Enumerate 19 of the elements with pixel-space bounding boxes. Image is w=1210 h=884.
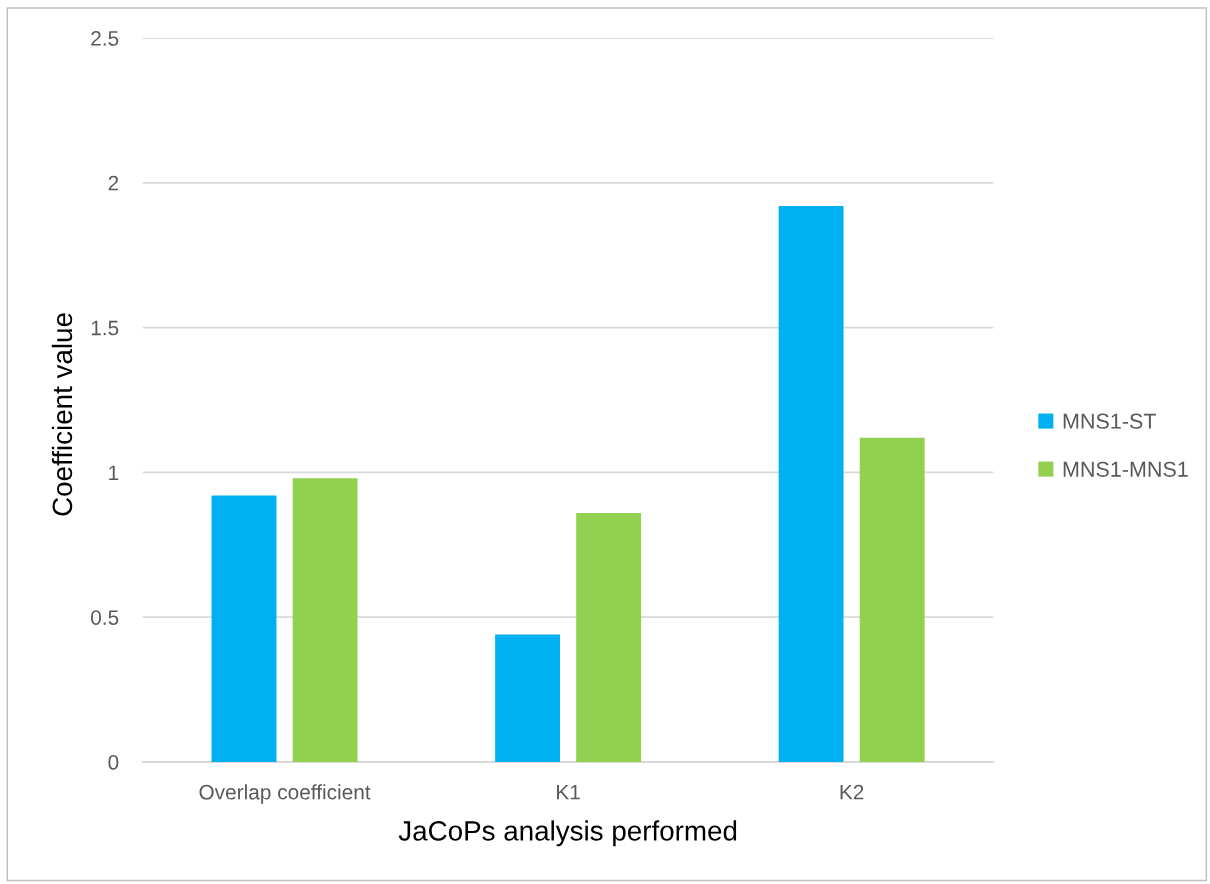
x-tick-label: K2: [840, 784, 864, 800]
y-tick-label: 0: [108, 755, 119, 770]
x-axis-title: JaCoPs analysis performed: [398, 820, 737, 847]
y-axis-title: Coefficient value: [51, 313, 73, 516]
bar: [576, 512, 642, 763]
y-tick-label: 2: [108, 175, 119, 191]
bar: [495, 634, 560, 763]
bar: [292, 478, 358, 763]
legend-label: MNS1-MNS1: [1063, 461, 1188, 477]
y-tick-label: 0.5: [91, 610, 119, 625]
y-tick-label: 2.5: [91, 31, 119, 46]
legend-label: MNS1-ST: [1063, 413, 1156, 429]
y-tick-label: 1: [109, 465, 119, 480]
x-tick-label: Overlap coefficient: [199, 784, 371, 804]
bar: [211, 495, 277, 763]
y-tick-label: 1.5: [91, 320, 119, 336]
bar: [778, 205, 844, 763]
x-tick-label: K1: [557, 785, 580, 800]
bar: [859, 437, 925, 763]
